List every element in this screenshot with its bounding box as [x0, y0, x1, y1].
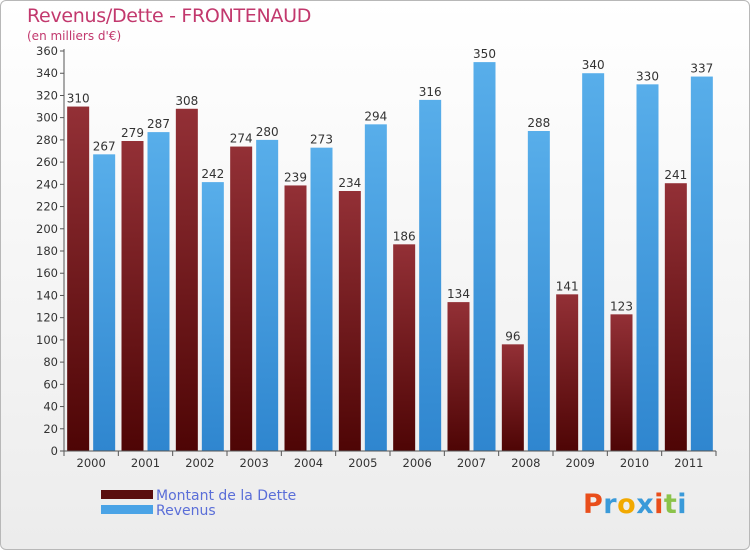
bar-debt-2000	[67, 106, 90, 452]
data-label-debt-2011: 241	[664, 168, 687, 182]
bar-debt-2004	[284, 185, 307, 451]
y-tick-label-220: 220	[36, 200, 58, 214]
legend-label-revenue: Revenus	[156, 503, 216, 519]
logo-letter: i	[654, 489, 664, 520]
data-label-revenue-2011: 337	[690, 62, 713, 76]
x-tick-label-2001: 2001	[131, 456, 160, 470]
x-tick-label-2002: 2002	[185, 456, 214, 470]
y-tick-label-160: 160	[36, 266, 58, 280]
bar-revenue-2008	[527, 131, 550, 451]
data-label-revenue-2005: 294	[364, 109, 387, 123]
bar-debt-2009	[556, 294, 579, 451]
y-tick-label-100: 100	[36, 333, 58, 347]
x-tick-label-2006: 2006	[403, 456, 432, 470]
data-label-revenue-2010: 330	[636, 69, 659, 83]
data-label-debt-2000: 310	[67, 92, 90, 106]
data-label-revenue-2008: 288	[527, 116, 550, 130]
data-label-debt-2002: 308	[175, 94, 198, 108]
bar-debt-2007	[447, 302, 470, 451]
y-tick-label-280: 280	[36, 133, 58, 147]
y-tick-label-120: 120	[36, 311, 58, 325]
x-tick-label-2009: 2009	[566, 456, 595, 470]
data-label-revenue-2001: 287	[147, 117, 170, 131]
x-tick-label-2004: 2004	[294, 456, 323, 470]
logo-letter: i	[677, 489, 688, 520]
bar-revenue-2010	[636, 84, 659, 451]
logo-letter: o	[617, 489, 637, 520]
y-tick-label-40: 40	[43, 400, 58, 414]
y-tick-label-360: 360	[36, 44, 58, 58]
y-tick-label-60: 60	[43, 377, 58, 391]
data-label-revenue-2009: 340	[582, 58, 605, 72]
data-label-debt-2001: 279	[121, 126, 144, 140]
data-label-revenue-2007: 350	[473, 47, 496, 61]
logo-letter: P	[583, 489, 604, 520]
data-label-debt-2004: 239	[284, 170, 307, 184]
data-label-debt-2010: 123	[610, 299, 633, 313]
bar-debt-2006	[393, 244, 416, 451]
chart-subtitle: (en milliers d'€)	[27, 29, 122, 43]
bar-revenue-2004	[310, 147, 333, 451]
bar-revenue-2007	[473, 62, 496, 451]
y-tick-label-0: 0	[51, 444, 58, 458]
bar-revenue-2001	[147, 132, 170, 451]
x-tick-label-2011: 2011	[674, 456, 703, 470]
data-label-revenue-2004: 273	[310, 133, 333, 147]
chart-title: Revenus/Dette - FRONTENAUD	[27, 5, 312, 27]
bar-debt-2005	[338, 191, 361, 451]
bar-debt-2011	[664, 183, 687, 451]
bar-debt-2010	[610, 314, 633, 451]
x-tick-label-2003: 2003	[240, 456, 269, 470]
y-tick-label-20: 20	[43, 422, 58, 436]
data-label-debt-2006: 186	[393, 229, 416, 243]
x-tick-label-2000: 2000	[77, 456, 106, 470]
y-tick-label-240: 240	[36, 177, 58, 191]
data-label-revenue-2002: 242	[201, 167, 224, 181]
y-tick-label-260: 260	[36, 155, 58, 169]
bar-debt-2008	[501, 344, 524, 451]
bar-debt-2002	[175, 108, 198, 452]
bar-revenue-2011	[690, 76, 713, 452]
bar-revenue-2006	[419, 99, 442, 451]
x-tick-label-2007: 2007	[457, 456, 486, 470]
logo-letter: x	[636, 489, 655, 520]
x-tick-label-2010: 2010	[620, 456, 649, 470]
data-label-revenue-2000: 267	[93, 139, 116, 153]
data-label-debt-2003: 274	[230, 132, 253, 146]
proxiti-logo: Proxiti	[583, 489, 687, 520]
data-label-debt-2007: 134	[447, 287, 470, 301]
bar-debt-2003	[230, 146, 253, 452]
y-tick-label-140: 140	[36, 288, 58, 302]
data-label-debt-2008: 96	[505, 329, 520, 343]
x-tick-label-2008: 2008	[511, 456, 540, 470]
bar-revenue-2002	[201, 182, 224, 451]
data-label-revenue-2006: 316	[419, 85, 442, 99]
y-tick-label-300: 300	[36, 111, 58, 125]
logo-letter: r	[603, 489, 618, 520]
y-tick-label-340: 340	[36, 66, 58, 80]
y-tick-label-200: 200	[36, 222, 58, 236]
bar-revenue-2005	[364, 124, 387, 451]
legend-swatch-revenue	[101, 505, 153, 514]
bar-revenue-2003	[256, 139, 279, 451]
bar-revenue-2009	[582, 73, 605, 451]
bar-debt-2001	[121, 141, 144, 451]
data-label-debt-2009: 141	[556, 279, 579, 293]
x-tick-label-2005: 2005	[348, 456, 377, 470]
y-tick-label-80: 80	[43, 355, 58, 369]
legend-swatch-debt	[101, 490, 153, 499]
y-tick-label-320: 320	[36, 88, 58, 102]
data-label-debt-2005: 234	[338, 176, 361, 190]
legend-label-debt: Montant de la Dette	[156, 488, 297, 504]
logo-letter: t	[663, 489, 678, 520]
y-tick-label-180: 180	[36, 244, 58, 258]
data-label-revenue-2003: 280	[256, 125, 279, 139]
bar-revenue-2000	[93, 154, 116, 452]
